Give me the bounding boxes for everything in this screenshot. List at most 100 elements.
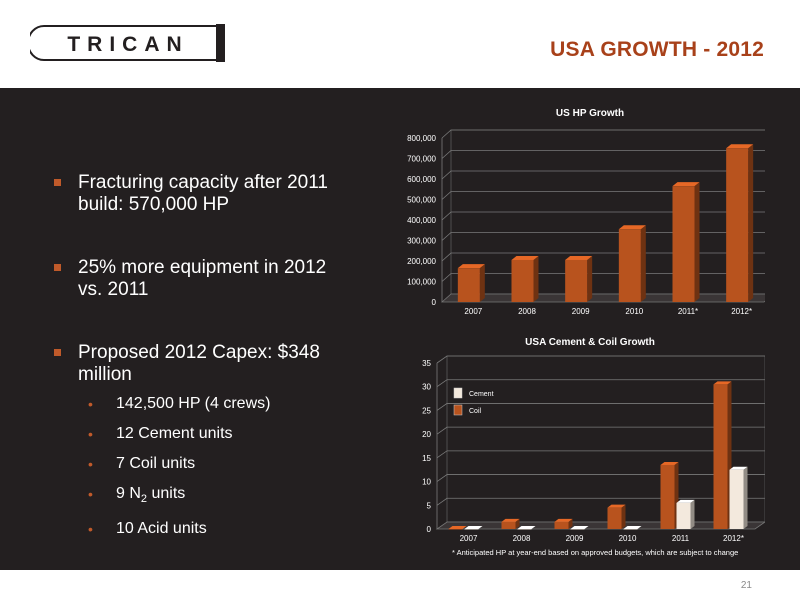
sub-bullet-text-part: units [147,485,186,502]
bar-top [676,499,695,503]
bar-top [448,526,467,529]
bar-front [501,521,516,529]
bar [623,526,642,530]
bar-front [607,507,622,529]
sub-bullet-text: 142,500 HP (4 crews) [116,395,271,412]
bar-side [587,255,593,302]
slide-header: TRICAN USA GROWTH - 2012 [0,0,800,88]
gridline [441,211,765,221]
x-tick-label: 2012* [731,307,752,316]
x-tick-label: 2007 [460,534,478,543]
gridline [436,379,765,388]
bar [554,518,573,529]
y-tick-label: 800,000 [407,134,436,143]
y-tick-label: 700,000 [407,155,436,164]
logo-mark: TRICAN [30,24,225,62]
gridline [441,273,765,282]
bar-top [570,526,589,529]
bar [676,499,695,529]
sub-bullet-text: 7 Coil units [116,455,196,472]
y-tick-label: 100,000 [407,278,436,287]
gridline [441,191,765,200]
bar-top [457,264,485,269]
y-tick-label: 20 [422,430,431,439]
y-tick-label: 5 [427,501,432,510]
bar-side [515,518,520,529]
page-number: 21 [740,580,752,591]
legend-swatch [453,387,463,399]
gridline [436,497,765,506]
bar-front [464,529,479,530]
chart-title: USA Cement & Coil Growth [525,337,655,348]
bar-front [672,186,695,302]
bar-side [621,504,626,529]
bar [565,255,593,302]
bar-front [517,529,532,530]
bar [448,526,467,530]
y-tick-label: 10 [422,478,431,487]
square-bullet-icon [54,349,61,356]
gridline [436,403,765,411]
x-tick-label: 2011 [672,534,690,543]
x-tick-label: 2007 [464,307,482,316]
bar-front [618,229,641,302]
sub-bullet-item: • 7 Coil units [82,454,352,474]
bar-top [511,255,539,260]
legend-label: Cement [469,391,494,398]
bar-side [479,264,485,302]
x-tick-label: 2011* [678,307,698,316]
dot-bullet-icon: • [88,486,93,502]
bar [501,518,520,529]
gridline [436,450,765,459]
bar-top [672,182,700,187]
bar-front [570,529,585,530]
bar-side [640,225,646,302]
chart-floor [440,293,765,303]
cement-coil-chart: 0 5 10 15 20 25 30 35 2007 2008 2009 2010 2011 2012* C… [422,355,765,543]
sub-bullet-text: 9 N2 units [116,485,186,505]
bar-top [517,526,536,529]
sub-bullet-item: • 142,500 HP (4 crews) [82,394,352,414]
bar-front [554,521,569,529]
bar-top [713,381,732,385]
bar-side [533,255,539,302]
square-bullet-icon [54,264,61,271]
bar [660,461,679,529]
bar-top [623,526,642,529]
bullet-text: 25% more equipment in 2012 vs. 2011 [78,257,327,300]
legend-swatch [453,404,463,416]
sub-bullet-text-part: 9 N [116,485,141,502]
dot-bullet-icon: • [88,396,93,412]
y-tick-label: 0 [432,298,437,307]
bar-top [554,518,573,522]
bar [511,255,539,302]
bar [607,504,626,529]
sub-bullet-item: • 10 Acid units [82,519,352,539]
slide-title: USA GROWTH - 2012 [550,38,764,61]
bar-top [607,504,626,508]
bar-front [511,259,534,302]
bar-side [743,466,748,529]
sub-bullet-item: • 9 N2 units [82,484,352,509]
bar [726,144,754,302]
x-tick-label: 2009 [566,534,584,543]
bar-front [623,529,638,530]
chart-title: US HP Growth [555,108,625,119]
gridline [436,355,765,364]
bar-top [565,255,593,260]
bar-top [726,144,754,149]
bar-side [748,144,754,302]
bar-side [568,518,573,529]
y-tick-label: 35 [422,359,431,368]
y-tick-label: 15 [422,454,431,463]
x-tick-label: 2012* [723,534,744,543]
dot-bullet-icon: • [88,456,93,472]
gridline [436,474,765,482]
sub-bullet-item: • 12 Cement units [82,424,352,444]
bar-front [676,502,691,529]
bar-front [457,268,480,302]
bar [618,225,646,302]
trican-logo: TRICAN [30,24,226,62]
y-tick-label: 400,000 [407,216,436,225]
bar-front [448,529,463,530]
